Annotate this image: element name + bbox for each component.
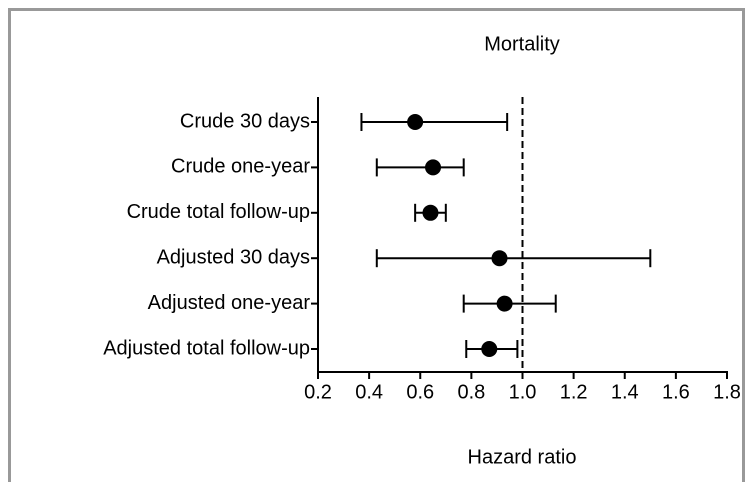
y-tick-label: Crude total follow-up (127, 201, 310, 223)
point-estimate (481, 341, 498, 357)
x-tick-label: 1.6 (662, 381, 690, 403)
x-tick-label: 0.8 (457, 381, 485, 403)
chart-title: Mortality (484, 33, 560, 55)
y-tick-label: Crude 30 days (180, 110, 310, 132)
point-estimate (425, 159, 442, 176)
x-axis-label: Hazard ratio (468, 446, 577, 468)
point-estimate (422, 204, 439, 221)
y-tick-label: Adjusted total follow-up (103, 337, 310, 359)
x-tick-label: 1.4 (611, 381, 639, 403)
x-tick-label: 1.8 (713, 381, 741, 403)
x-tick-label: 0.6 (406, 381, 434, 403)
y-tick-label: Adjusted 30 days (157, 246, 310, 268)
x-tick-label: 0.2 (304, 381, 332, 403)
point-estimate (407, 114, 424, 130)
point-estimate (491, 250, 508, 267)
point-estimate (496, 295, 513, 312)
x-tick-label: 1.2 (560, 381, 588, 403)
x-tick-label: 0.4 (355, 381, 383, 403)
y-tick-label: Crude one-year (171, 156, 310, 178)
x-tick-label: 1.0 (509, 381, 537, 403)
y-tick-label: Adjusted one-year (148, 292, 311, 314)
frame (8, 8, 745, 482)
